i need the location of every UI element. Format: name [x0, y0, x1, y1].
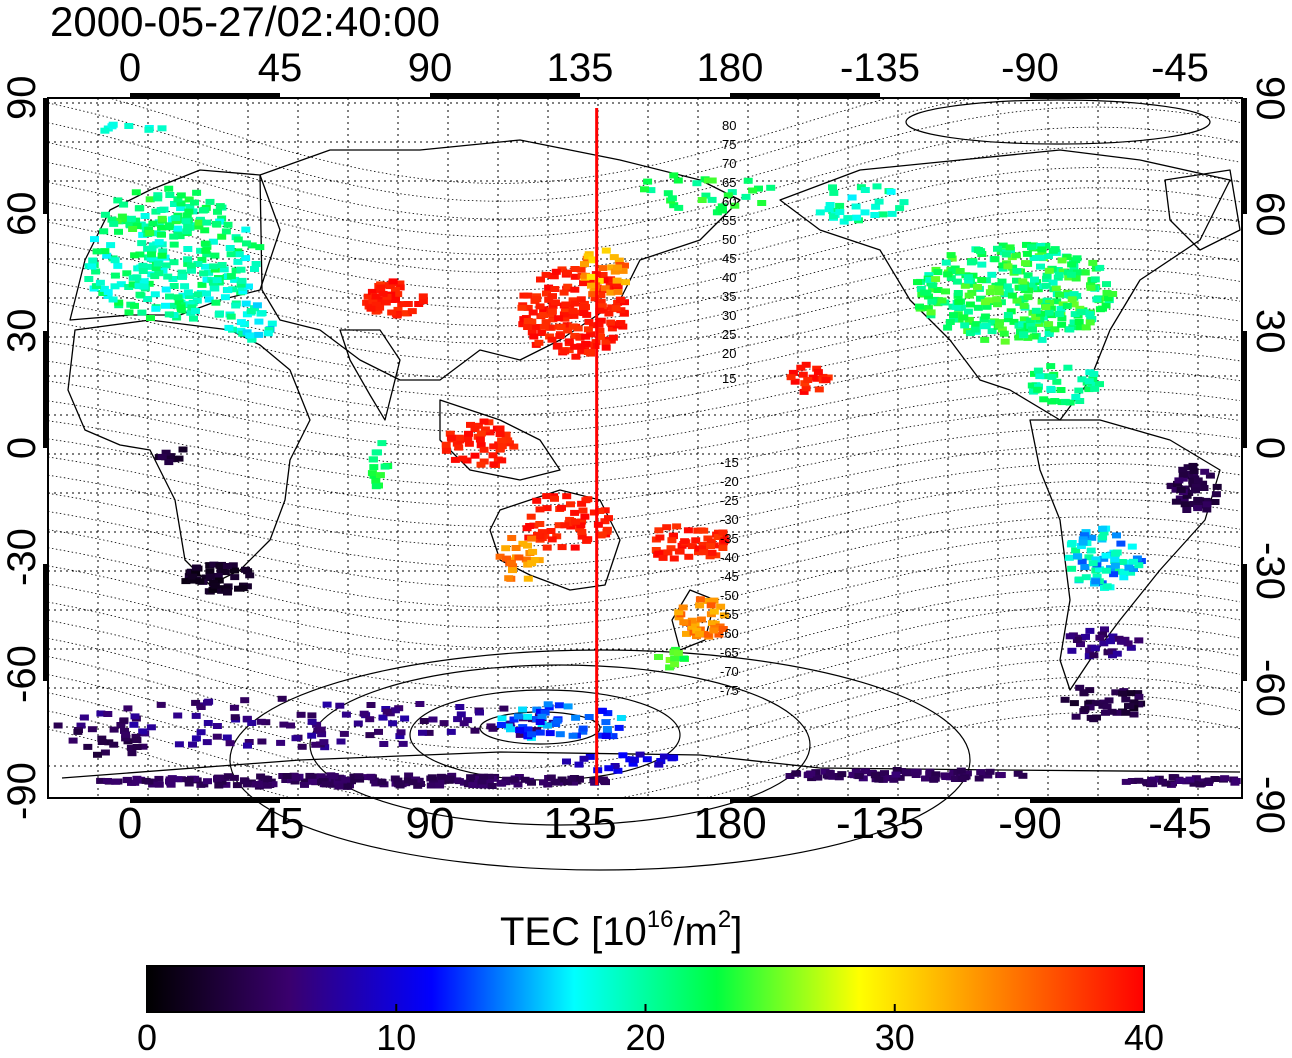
lon-tick-top: -90 [1001, 46, 1059, 90]
contour-label: 35 [722, 289, 736, 304]
contour-label: 75 [722, 137, 736, 152]
contour-label: -40 [720, 550, 739, 565]
colorbar-tick-label: 0 [136, 1017, 158, 1058]
contour-label: 70 [722, 156, 736, 171]
lon-tick-bottom: 180 [693, 799, 767, 848]
contour-label: -55 [720, 607, 739, 622]
lon-tick-top: -135 [839, 46, 921, 90]
lon-tick-top: 45 [257, 46, 303, 90]
contour-label: -20 [720, 474, 739, 489]
map-timestamp: 2000-05-27/02:40:00 [50, 0, 440, 45]
lon-tick-top: -45 [1151, 46, 1209, 90]
lon-tick-top: 90 [407, 46, 453, 90]
lon-tick-bottom: -90 [998, 799, 1062, 848]
contour-label: 25 [722, 327, 736, 342]
contour-label: -45 [720, 569, 739, 584]
contour-label: 40 [722, 270, 736, 285]
contour-label: -70 [720, 664, 739, 679]
contour-label: 60 [722, 194, 736, 209]
lon-tick-top: 180 [696, 46, 764, 90]
contour-label: -25 [720, 493, 739, 508]
colorbar-tick-label: 20 [625, 1017, 666, 1058]
contour-label: 55 [722, 213, 736, 228]
contour-label: 80 [722, 118, 736, 133]
colorbar-tick-label: 10 [376, 1017, 417, 1058]
colorbar-tick-label: 30 [874, 1017, 915, 1058]
contour-label: 50 [722, 232, 736, 247]
contour-label: 20 [722, 346, 736, 361]
contour-label: 65 [722, 175, 736, 190]
magnetic-pole-ovals [229, 99, 1211, 871]
contour-label: -15 [720, 455, 739, 470]
contour-label: -75 [720, 683, 739, 698]
lon-tick-bottom: -45 [1148, 799, 1212, 848]
contour-label: -60 [720, 626, 739, 641]
lon-tick-bottom: -135 [835, 799, 925, 848]
contour-label: 45 [722, 251, 736, 266]
map-frame [47, 97, 1243, 799]
colorbar-tick-label: 40 [1123, 1017, 1165, 1058]
contour-label: -50 [720, 588, 739, 603]
contour-label: 15 [722, 371, 736, 386]
contour-label: -65 [720, 645, 739, 660]
lon-tick-top: 0 [118, 46, 142, 90]
lon-tick-bottom: 90 [405, 799, 455, 848]
contour-label: -30 [720, 512, 739, 527]
lon-tick-bottom: 0 [117, 799, 143, 848]
frame-tick-bars [43, 93, 1247, 803]
tec-observation-points [53, 121, 1241, 790]
lon-tick-top: 135 [546, 46, 614, 90]
contour-label: 30 [722, 308, 736, 323]
colorbar-title: TEC [1016/m2] [500, 906, 743, 955]
contour-label: -35 [720, 531, 739, 546]
contour-labels: 80 75 70 65 60 55 50 45 40 35 30 25 20 15 -15 -20 -25 -30… [720, 118, 739, 698]
